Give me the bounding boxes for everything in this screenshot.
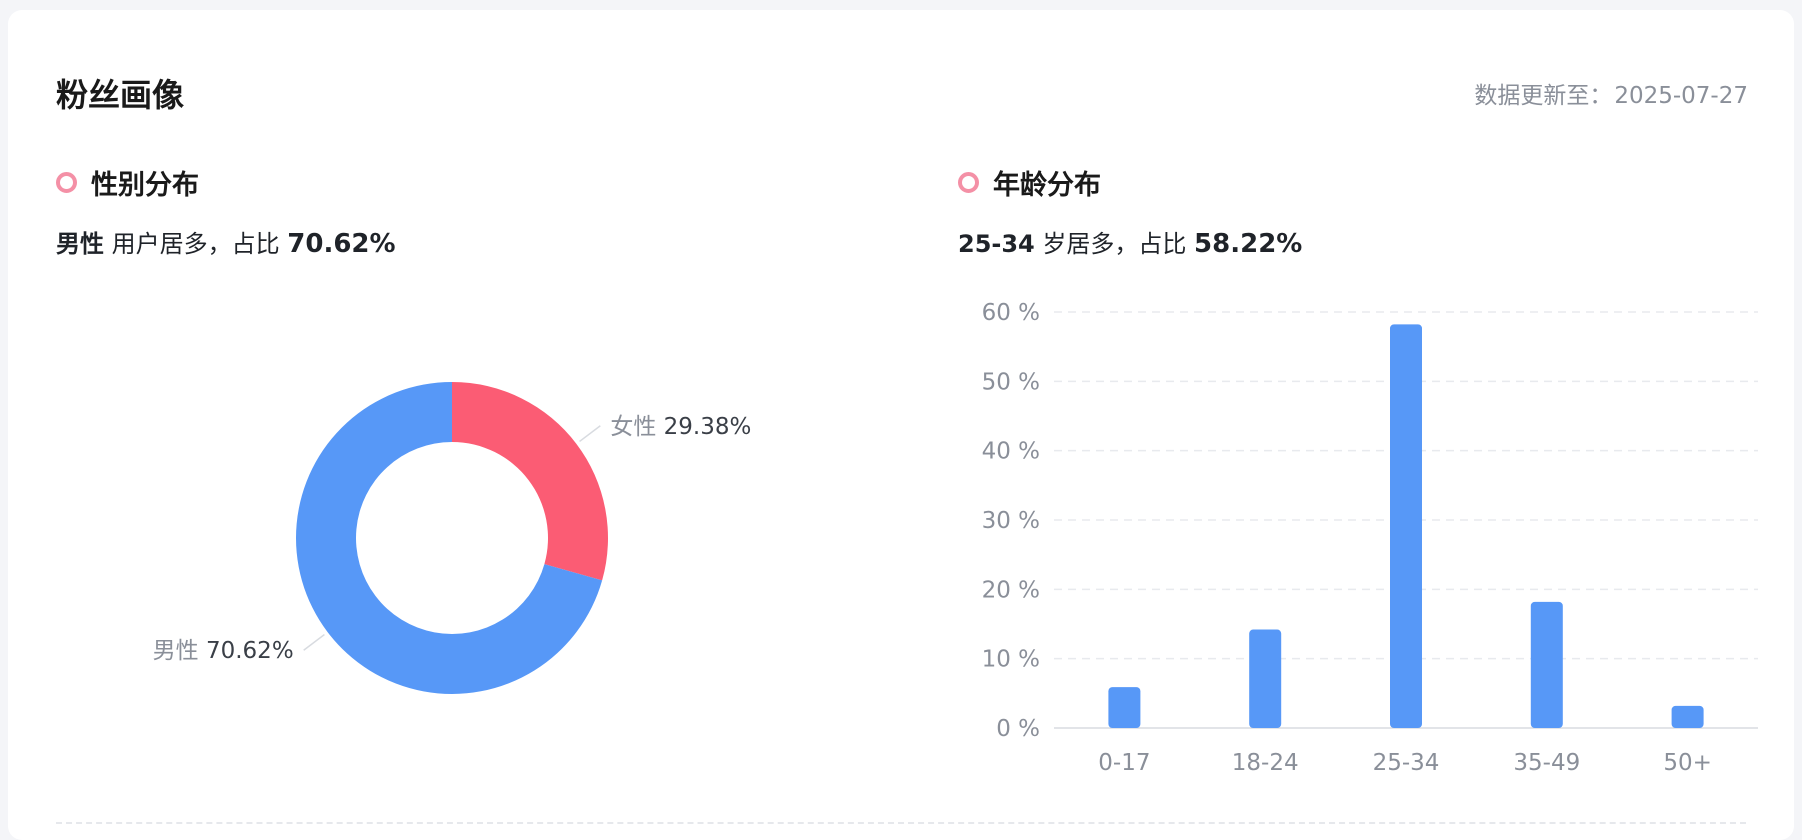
update-date: 2025-07-27 <box>1614 83 1748 109</box>
y-tick-label: 10 % <box>982 647 1040 673</box>
y-tick-label: 30 % <box>982 508 1040 534</box>
gender-summary: 男性 用户居多，占比 70.62% <box>56 224 396 259</box>
donut-label-name: 男性 <box>153 638 206 664</box>
x-tick-label: 25-34 <box>1373 750 1440 776</box>
gender-summary-mid: 用户居多，占比 <box>111 230 280 258</box>
y-tick-label: 60 % <box>982 300 1040 326</box>
page-title: 粉丝画像 <box>56 76 185 114</box>
age-summary: 25-34 岁居多，占比 58.22% <box>958 224 1302 259</box>
section-divider <box>56 822 1746 824</box>
update-info: 数据更新至：2025-07-27 <box>1474 76 1748 110</box>
bar-18-24 <box>1249 629 1282 728</box>
age-section-title: 年龄分布 <box>993 170 1101 201</box>
y-tick-label: 40 % <box>982 439 1040 465</box>
gender-section-header: 性别分布 <box>56 163 199 202</box>
x-tick-label: 0-17 <box>1098 750 1150 776</box>
gender-donut-chart: 女性 29.38% 男性 70.62% <box>153 382 751 694</box>
fan-profile-card: 粉丝画像 数据更新至：2025-07-27 性别分布 男性 用户居多，占比 70… <box>8 10 1794 840</box>
donut-leader-line-0 <box>579 425 601 443</box>
donut-label-name: 女性 <box>610 414 663 440</box>
y-tick-label: 20 % <box>982 577 1040 603</box>
age-summary-lead: 25-34 <box>958 230 1035 258</box>
donut-label-value: 29.38% <box>664 414 752 440</box>
bar-25-34 <box>1390 324 1422 728</box>
bar-50+ <box>1671 705 1704 728</box>
gender-summary-pct: 70.62% <box>287 229 396 259</box>
ring-bullet-icon <box>56 172 77 193</box>
update-label: 数据更新至： <box>1474 83 1613 109</box>
x-tick-label: 35-49 <box>1513 750 1580 776</box>
donut-label-value: 70.62% <box>206 638 294 664</box>
x-tick-label: 50+ <box>1663 750 1712 776</box>
age-section-header: 年龄分布 <box>958 163 1101 202</box>
donut-slice-1 <box>296 382 603 694</box>
y-tick-label: 0 % <box>996 716 1040 742</box>
y-tick-label: 50 % <box>982 369 1040 395</box>
x-tick-label: 18-24 <box>1232 750 1299 776</box>
age-summary-pct: 58.22% <box>1194 229 1303 259</box>
donut-label-0: 女性 29.38% <box>610 414 751 440</box>
donut-leader-line-1 <box>303 633 325 651</box>
age-bar-chart: 0 % 10 % 20 % 30 % 40 % 50 % 60 % 0-17 18-24 25-… <box>982 300 1758 776</box>
bar-0-17 <box>1108 687 1141 728</box>
ring-bullet-icon <box>958 172 979 193</box>
donut-label-1: 男性 70.62% <box>153 638 294 664</box>
age-summary-mid: 岁居多，占比 <box>1042 230 1187 258</box>
donut-slice-0 <box>452 382 608 581</box>
bar-35-49 <box>1530 601 1563 728</box>
gender-summary-lead: 男性 <box>56 230 104 258</box>
gender-section-title: 性别分布 <box>91 170 199 201</box>
